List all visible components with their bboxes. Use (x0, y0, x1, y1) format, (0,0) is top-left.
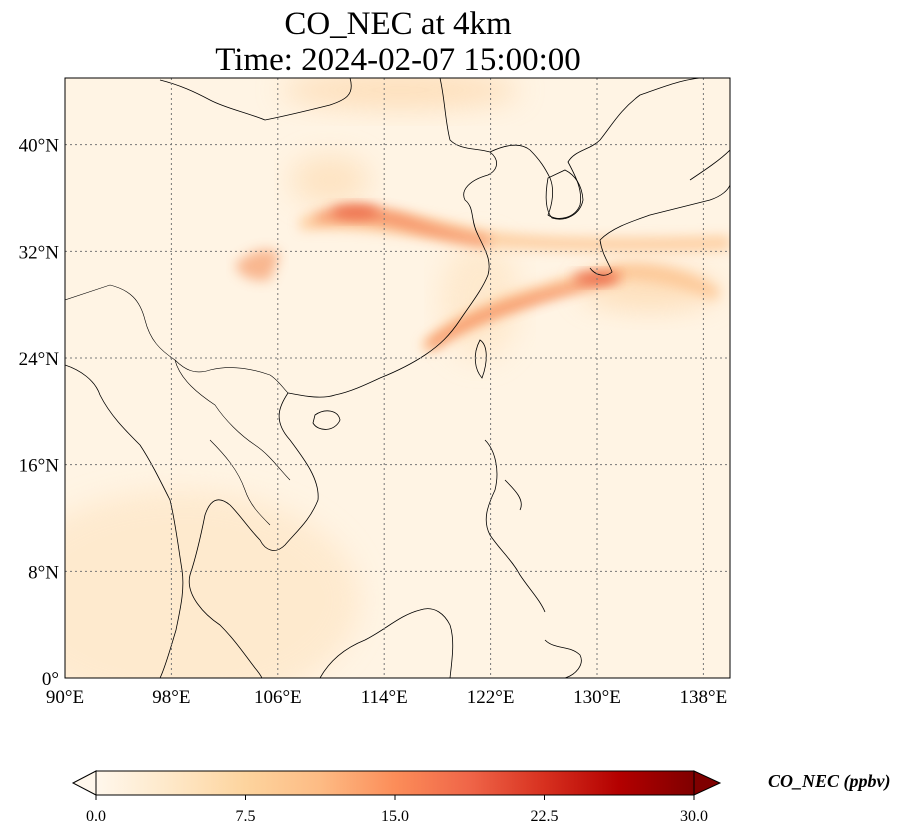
lon-tick-label: 138°E (680, 687, 728, 708)
lon-tick-label: 90°E (46, 687, 84, 708)
lon-tick-label: 130°E (573, 687, 621, 708)
map-frame (64, 77, 731, 679)
colorbar-bar (95, 770, 695, 796)
lon-tick-label: 106°E (254, 687, 302, 708)
colorbar-tick-label: 30.0 (680, 808, 708, 825)
gridlines (65, 78, 730, 678)
colorbar-tick-label: 0.0 (86, 808, 106, 825)
plume-north-china (235, 205, 730, 281)
lon-tick-label: 122°E (467, 687, 515, 708)
lat-tick-label: 0° (42, 669, 59, 690)
map-title-line-2: Time: 2024-02-07 15:00:00 (215, 42, 581, 78)
coastlines (65, 78, 730, 678)
lon-tick-label: 98°E (152, 687, 190, 708)
latitude-ticks: 0° 8°N 16°N 24°N 32°N 40°N (19, 136, 60, 690)
colorbar-ticks: 0.0 7.5 15.0 22.5 30.0 (86, 795, 708, 825)
lat-tick-label: 16°N (19, 456, 60, 477)
lat-tick-label: 8°N (28, 562, 59, 583)
colorbar-extend-max (693, 770, 722, 796)
lat-tick-label: 32°N (19, 242, 60, 263)
colorbar-tick-label: 15.0 (381, 808, 409, 825)
colorbar-extend-min (71, 770, 97, 796)
map-title-line-1: CO_NEC at 4km (284, 6, 512, 42)
colorbar: 0.0 7.5 15.0 22.5 30.0 (71, 770, 722, 825)
colorbar-label: CO_NEC (ppbv) (768, 771, 891, 791)
longitude-ticks: 90°E 98°E 106°E 114°E 122°E 130°E 138°E (46, 687, 727, 708)
concentration-field (65, 78, 730, 678)
lat-tick-label: 24°N (19, 349, 60, 370)
colorbar-tick-label: 22.5 (531, 808, 559, 825)
lon-tick-label: 114°E (361, 687, 408, 708)
lat-tick-label: 40°N (19, 136, 60, 157)
colorbar-tick-label: 7.5 (236, 808, 256, 825)
